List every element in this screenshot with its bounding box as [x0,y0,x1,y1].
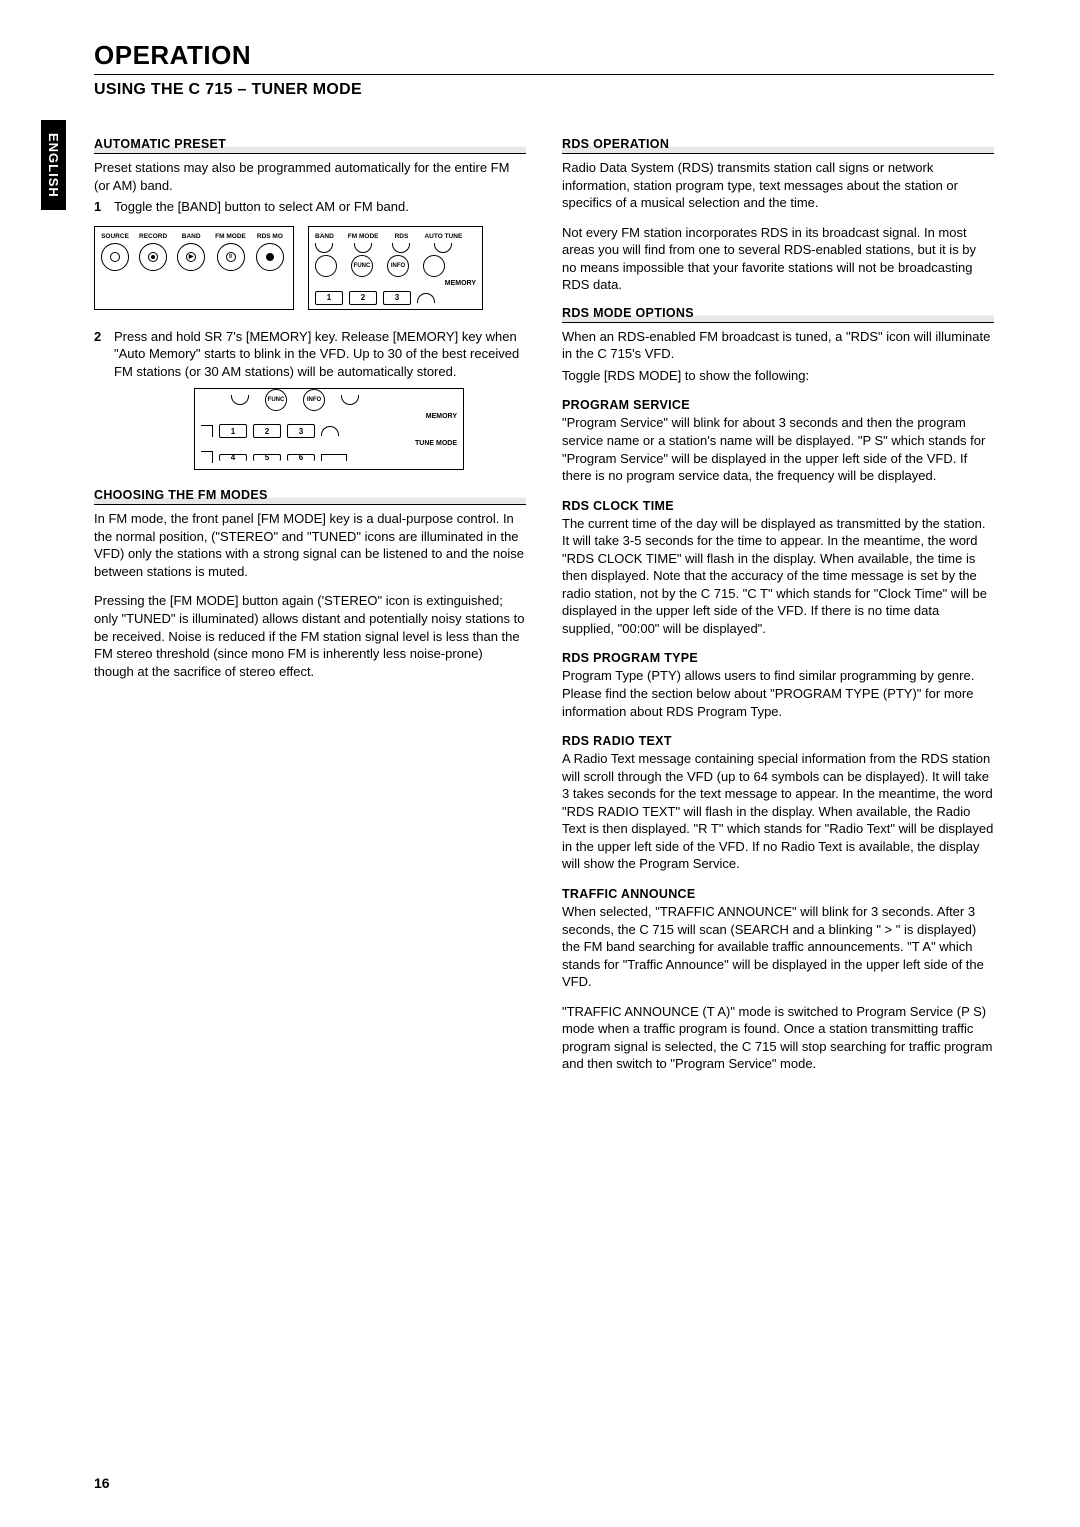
heading-choosing-fm-modes: CHOOSING THE FM MODES [94,488,526,505]
step-2-text: Press and hold SR 7's [MEMORY] key. Rele… [114,328,526,381]
page-content: OPERATION USING THE C 715 – TUNER MODE A… [94,40,994,1085]
p3-preset-5: 5 [253,454,281,461]
step-2-number: 2 [94,328,114,381]
p2-memory-label: MEMORY [315,280,476,287]
section-title: OPERATION [94,40,994,75]
p3-arc1-icon [231,395,249,405]
left-column: AUTOMATIC PRESET Preset stations may als… [94,137,526,1085]
diagram-panel-3: FUNC INFO MEMORY 1 2 3 TUNE MODE 4 5 [194,388,464,470]
rds-mode-p2: Toggle [RDS MODE] to show the following: [562,367,994,385]
diagram-panel-2: BAND FM MODE RDS AUTO TUNE FUNC INFO MEM… [308,226,483,310]
label-source: SOURCE [101,233,129,242]
fmmode-button-icon: II [217,243,245,271]
p3-tune-label: TUNE MODE [201,440,457,447]
p3-preset-6: 6 [287,454,315,461]
auto-preset-intro: Preset stations may also be programmed a… [94,159,526,194]
p2-extra-arc-icon [417,293,435,303]
p2-label-rds: RDS [395,233,409,242]
label-fmmode: FM MODE [215,233,246,242]
p3-preset-4: 4 [219,454,247,461]
label-record: RECORD [139,233,167,242]
subheading-traffic-announce: TRAFFIC ANNOUNCE [562,887,994,901]
step-2: 2 Press and hold SR 7's [MEMORY] key. Re… [94,328,526,381]
p2-blank1-icon [315,255,337,277]
traffic-announce-p1: When selected, "TRAFFIC ANNOUNCE" will b… [562,903,994,991]
heading-rds-operation: RDS OPERATION [562,137,994,154]
p2-preset-3: 3 [383,291,411,305]
p2-rds-arc-icon [392,243,410,253]
diagram-panel-1: SOURCE RECORD BAND▶ FM MODEII RDS MO [94,226,294,310]
label-rdsmo: RDS MO [257,233,283,242]
p3-info-icon: INFO [303,389,325,411]
right-column: RDS OPERATION Radio Data System (RDS) tr… [562,137,994,1085]
p3-arc2-icon [341,395,359,405]
band-button-icon: ▶ [177,243,205,271]
subheading-rds-program-type: RDS PROGRAM TYPE [562,651,994,665]
p2-func-icon: FUNC [351,255,373,277]
rds-radiotext-text: A Radio Text message containing special … [562,750,994,873]
subheading-program-service: PROGRAM SERVICE [562,398,994,412]
p3-func-icon: FUNC [265,389,287,411]
p2-label-band: BAND [315,233,334,242]
step-1: 1 Toggle the [BAND] button to select AM … [94,198,526,216]
p2-preset-1: 1 [315,291,343,305]
rdsmo-button-icon [256,243,284,271]
p2-fmmode-arc-icon [354,243,372,253]
p3-arc3-icon [321,426,339,436]
p3-memory-label: MEMORY [201,413,457,420]
program-service-text: "Program Service" will blink for about 3… [562,414,994,484]
traffic-announce-p2: "TRAFFIC ANNOUNCE (T A)" mode is switche… [562,1003,994,1073]
diagram-row-1: SOURCE RECORD BAND▶ FM MODEII RDS MO BAN… [94,226,526,310]
language-tab: ENGLISH [41,120,66,210]
rds-clock-text: The current time of the day will be disp… [562,515,994,638]
p2-band-arc-icon [315,243,333,253]
fm-modes-p1: In FM mode, the front panel [FM MODE] ke… [94,510,526,580]
p3-preset-2: 2 [253,424,281,438]
source-button-icon [101,243,129,271]
p2-blank2-icon [423,255,445,277]
step-1-number: 1 [94,198,114,216]
p2-label-fmmode: FM MODE [348,233,379,242]
label-band: BAND [182,233,201,242]
rds-op-p1: Radio Data System (RDS) transmits statio… [562,159,994,212]
p2-label-autotune: AUTO TUNE [424,233,462,242]
fm-modes-p2: Pressing the [FM MODE] button again ('ST… [94,592,526,680]
p3-preset-3: 3 [287,424,315,438]
rds-mode-p1: When an RDS-enabled FM broadcast is tune… [562,328,994,363]
p2-preset-2: 2 [349,291,377,305]
step-1-text: Toggle the [BAND] button to select AM or… [114,198,526,216]
rds-pty-text: Program Type (PTY) allows users to find … [562,667,994,720]
heading-rds-mode-options: RDS MODE OPTIONS [562,306,994,323]
p3-extra-box [321,454,347,461]
record-button-icon [139,243,167,271]
rds-op-p2: Not every FM station incorporates RDS in… [562,224,994,294]
subheading-rds-radio-text: RDS RADIO TEXT [562,734,994,748]
page-number: 16 [94,1475,110,1491]
subheading-rds-clock-time: RDS CLOCK TIME [562,499,994,513]
p2-autotune-arc-icon [434,243,452,253]
p3-preset-1: 1 [219,424,247,438]
heading-automatic-preset: AUTOMATIC PRESET [94,137,526,154]
p2-info-icon: INFO [387,255,409,277]
subsection-title: USING THE C 715 – TUNER MODE [94,81,994,99]
